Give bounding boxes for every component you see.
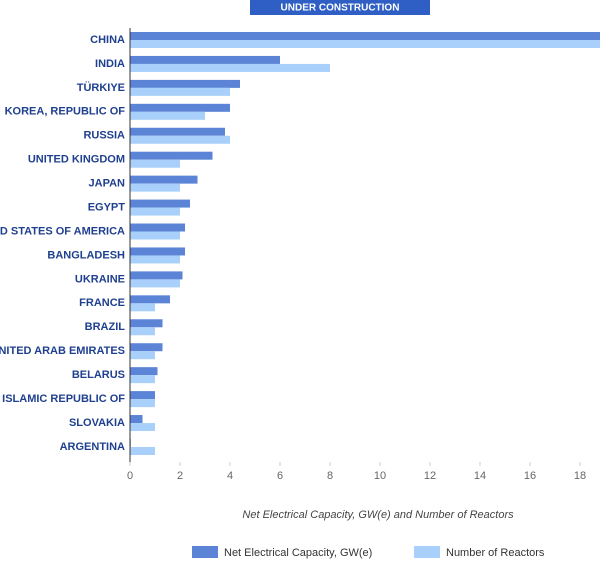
- bar: [130, 127, 225, 136]
- legend-swatch: [192, 546, 218, 558]
- category-label: UNITED KINGDOM: [28, 154, 125, 166]
- category-label: BRAZIL: [85, 321, 126, 333]
- category-label: RUSSIA: [83, 130, 125, 142]
- category-label: ARGENTINA: [60, 441, 125, 453]
- bar: [130, 446, 155, 455]
- category-label: FRANCE: [79, 297, 125, 309]
- x-tick-label: 10: [374, 470, 386, 482]
- x-tick-label: 18: [574, 470, 586, 482]
- category-label: EGYPT: [88, 201, 126, 213]
- bar: [130, 135, 230, 144]
- category-label: KOREA, REPUBLIC OF: [5, 106, 126, 118]
- title-box: [250, 0, 430, 15]
- bar: [130, 103, 230, 112]
- legend-label: Net Electrical Capacity, GW(e): [224, 547, 372, 559]
- category-label: UNITED ARAB EMIRATES: [0, 345, 125, 357]
- bar: [130, 367, 158, 376]
- bar: [130, 319, 163, 328]
- x-tick-label: 14: [474, 470, 486, 482]
- chart-title: UNDER CONSTRUCTION: [281, 3, 400, 14]
- bar: [130, 40, 600, 48]
- bar: [130, 63, 330, 72]
- category-label: SLOVAKIA: [69, 417, 125, 429]
- bar: [130, 79, 240, 88]
- x-tick-label: 12: [424, 470, 436, 482]
- bar: [130, 175, 198, 184]
- bar: [130, 32, 600, 40]
- x-tick-label: 4: [227, 470, 233, 482]
- bar: [130, 423, 155, 432]
- bar: [130, 231, 180, 240]
- legend-swatch: [414, 546, 440, 558]
- bar: [130, 247, 185, 256]
- bar: [130, 271, 183, 280]
- bar: [130, 351, 155, 360]
- bar: [130, 183, 180, 192]
- category-label: BELARUS: [72, 369, 125, 381]
- bar: [130, 199, 190, 208]
- bar: [130, 111, 205, 120]
- bar: [130, 255, 180, 264]
- category-label: TÜRKIYE: [77, 81, 125, 94]
- bar: [130, 391, 155, 400]
- x-tick-label: 8: [327, 470, 333, 482]
- bar: [130, 223, 185, 232]
- axis-title: Net Electrical Capacity, GW(e) and Numbe…: [242, 509, 514, 521]
- x-tick-label: 0: [127, 470, 133, 482]
- plot-area: [130, 32, 600, 455]
- bar: [130, 415, 143, 424]
- bar: [130, 151, 213, 160]
- x-tick-label: 16: [524, 470, 536, 482]
- bar: [130, 399, 155, 408]
- category-label: UNITED STATES OF AMERICA: [0, 225, 125, 237]
- category-label: JAPAN: [89, 178, 126, 190]
- bar: [130, 303, 155, 312]
- x-tick-label: 6: [277, 470, 283, 482]
- legend-label: Number of Reactors: [446, 547, 545, 559]
- category-label: UKRAINE: [75, 273, 125, 285]
- bar: [130, 279, 180, 288]
- bar: [130, 343, 163, 352]
- category-label: BANGLADESH: [47, 249, 125, 261]
- bar: [130, 375, 155, 384]
- category-label: INDIA: [95, 58, 125, 70]
- bar: [130, 295, 170, 304]
- bar: [130, 207, 180, 216]
- bar: [130, 327, 155, 336]
- x-tick-label: 2: [177, 470, 183, 482]
- category-label: CHINA: [90, 34, 125, 46]
- bar: [130, 87, 230, 96]
- category-label: IRAN, ISLAMIC REPUBLIC OF: [0, 393, 125, 405]
- bar: [130, 55, 280, 64]
- bar: [130, 159, 180, 168]
